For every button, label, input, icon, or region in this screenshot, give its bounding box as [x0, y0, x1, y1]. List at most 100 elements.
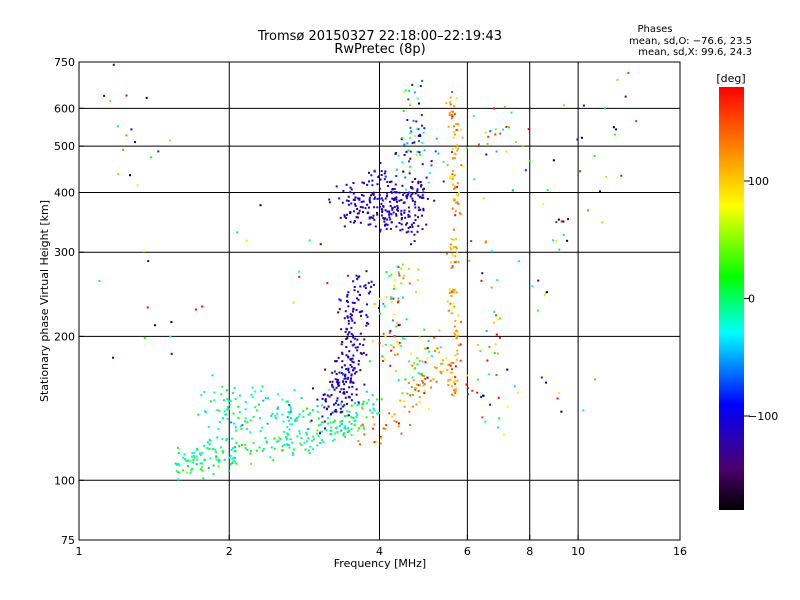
data-point	[409, 157, 412, 160]
data-point	[407, 98, 410, 101]
data-point	[362, 344, 365, 347]
data-point	[537, 309, 540, 312]
data-point	[333, 419, 336, 422]
data-point	[316, 405, 319, 408]
data-point	[345, 368, 348, 371]
data-point	[481, 416, 484, 419]
data-point	[319, 432, 321, 435]
data-point	[457, 314, 460, 317]
data-point	[332, 386, 335, 389]
data-point	[400, 218, 403, 221]
data-point	[379, 442, 382, 445]
data-point	[212, 448, 215, 450]
data-point	[415, 403, 418, 406]
data-point	[321, 421, 324, 424]
data-point	[218, 420, 221, 423]
data-point	[317, 435, 320, 438]
data-point	[505, 125, 508, 128]
data-point	[335, 373, 338, 375]
data-point	[237, 416, 240, 419]
data-point	[582, 409, 585, 412]
data-point	[372, 407, 375, 410]
data-point	[329, 421, 332, 424]
data-point	[411, 197, 414, 200]
data-point	[426, 197, 429, 200]
data-point	[366, 303, 368, 306]
data-point	[558, 248, 561, 251]
data-point	[506, 368, 509, 371]
data-point	[454, 198, 456, 201]
data-point	[192, 459, 195, 461]
data-point	[379, 228, 382, 231]
data-point	[234, 446, 237, 449]
data-point	[407, 381, 410, 384]
data-point	[189, 460, 192, 463]
data-point	[392, 211, 395, 214]
data-point	[201, 466, 204, 469]
data-point	[363, 383, 366, 386]
data-point	[462, 165, 465, 168]
data-point	[344, 415, 346, 417]
data-point	[378, 197, 381, 200]
data-point	[499, 132, 502, 135]
colorbar-tick-label: 100	[748, 175, 769, 188]
data-point	[225, 413, 228, 416]
data-point	[309, 420, 312, 423]
data-point	[377, 175, 380, 178]
data-point	[418, 140, 420, 143]
data-point	[234, 457, 236, 459]
data-point	[360, 314, 362, 317]
data-point	[346, 402, 348, 405]
data-point	[175, 470, 178, 472]
data-point	[426, 376, 429, 379]
data-point	[357, 363, 360, 366]
data-point	[341, 366, 343, 369]
data-point	[342, 189, 345, 192]
data-point	[457, 123, 460, 126]
data-point	[418, 153, 421, 156]
data-point	[350, 393, 353, 396]
data-point	[393, 413, 396, 416]
data-point	[326, 394, 329, 397]
data-point	[252, 441, 255, 444]
data-point	[456, 331, 459, 334]
data-point	[376, 211, 378, 214]
data-point	[150, 156, 153, 159]
data-point	[400, 223, 403, 226]
data-point	[281, 445, 284, 448]
data-point	[232, 460, 235, 463]
data-point	[389, 181, 391, 184]
data-point	[356, 278, 359, 281]
data-point	[421, 141, 424, 144]
data-point	[420, 372, 423, 375]
data-point	[302, 410, 305, 413]
data-point	[352, 361, 355, 364]
data-point	[334, 378, 337, 381]
data-point	[364, 284, 367, 287]
data-point	[451, 151, 453, 153]
data-point	[347, 367, 350, 370]
data-point	[393, 284, 396, 287]
data-point	[348, 371, 351, 374]
data-point	[380, 202, 383, 205]
data-point	[423, 374, 426, 377]
data-point	[378, 307, 380, 309]
data-point	[396, 205, 399, 207]
data-point	[346, 315, 349, 318]
data-point	[324, 399, 327, 402]
data-point	[294, 418, 297, 421]
data-point	[452, 302, 455, 305]
data-point	[323, 420, 326, 423]
data-point	[489, 130, 492, 133]
data-point	[451, 393, 453, 396]
data-point	[465, 146, 468, 149]
data-point	[418, 360, 421, 363]
data-point	[196, 458, 199, 461]
data-point	[349, 379, 352, 382]
colorbar-tick-label: 0	[748, 293, 755, 306]
data-point	[490, 250, 493, 253]
data-point	[388, 275, 391, 277]
data-point	[417, 194, 420, 197]
data-point	[408, 215, 411, 218]
data-point	[390, 213, 393, 216]
